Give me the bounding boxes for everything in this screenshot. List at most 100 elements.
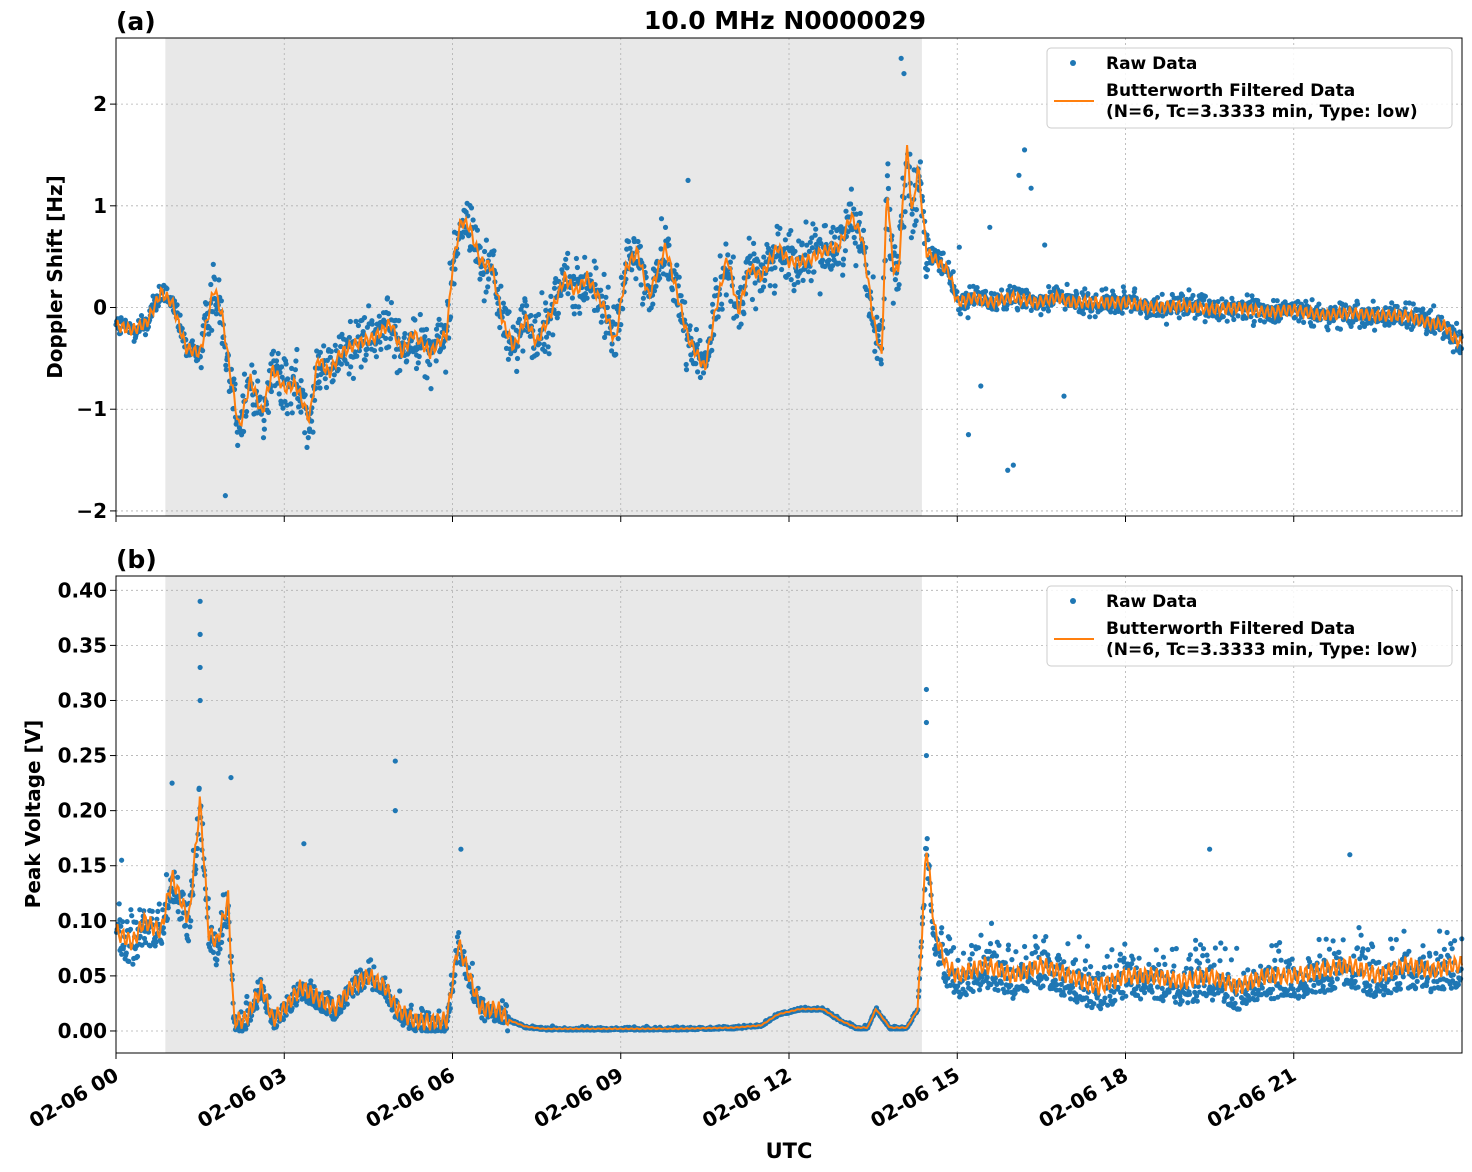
- raw-data-point: [298, 378, 304, 384]
- raw-data-point: [1202, 319, 1208, 325]
- raw-data-point: [1193, 937, 1199, 943]
- raw-data-point: [1154, 295, 1161, 301]
- raw-data-point: [369, 321, 375, 327]
- raw-data-point: [951, 945, 957, 951]
- raw-data-point: [694, 342, 701, 348]
- raw-data-point: [163, 872, 170, 878]
- raw-data-point: [1441, 946, 1447, 952]
- panel-b-label: (b): [116, 545, 157, 574]
- raw-data-point: [392, 808, 398, 814]
- raw-data-point: [270, 348, 277, 354]
- raw-data-point: [1400, 974, 1406, 980]
- raw-data-point: [728, 298, 734, 304]
- raw-data-point: [436, 1008, 442, 1014]
- raw-data-point: [767, 283, 773, 289]
- raw-data-point: [1277, 940, 1283, 946]
- raw-data-point: [433, 358, 439, 364]
- raw-data-point: [1105, 1002, 1111, 1008]
- raw-data-point: [231, 376, 237, 382]
- raw-data-point: [391, 354, 397, 360]
- raw-data-point: [451, 281, 457, 287]
- raw-data-point: [788, 228, 794, 234]
- panel-b-y-ticks: 0.000.050.100.150.200.250.300.350.40: [58, 578, 116, 1043]
- raw-data-point: [1329, 979, 1335, 985]
- raw-data-point: [1043, 934, 1049, 940]
- raw-data-point: [276, 391, 282, 397]
- raw-data-point: [1023, 955, 1029, 961]
- raw-data-point: [902, 209, 908, 215]
- raw-data-point: [534, 351, 540, 357]
- raw-data-point: [491, 248, 497, 254]
- raw-data-point: [574, 264, 581, 271]
- raw-data-point: [601, 271, 607, 277]
- raw-data-point: [196, 785, 202, 791]
- raw-data-point: [569, 295, 576, 301]
- raw-data-point: [975, 945, 982, 951]
- raw-data-point: [901, 224, 907, 230]
- raw-data-point: [206, 331, 212, 337]
- raw-data-point: [1061, 393, 1067, 399]
- raw-data-point: [268, 388, 274, 395]
- raw-data-point: [613, 351, 619, 357]
- raw-data-point: [120, 919, 126, 925]
- raw-data-point: [747, 260, 754, 266]
- panel-a-legend: Raw Data Butterworth Filtered Data (N=6,…: [1046, 47, 1453, 129]
- raw-data-point: [838, 224, 844, 230]
- raw-data-point: [515, 343, 521, 349]
- raw-data-point: [1207, 846, 1213, 852]
- raw-data-point: [1159, 291, 1165, 297]
- raw-data-point: [604, 304, 611, 311]
- raw-data-point: [1270, 986, 1276, 992]
- raw-data-point: [1295, 298, 1301, 305]
- raw-data-point: [347, 318, 353, 325]
- raw-data-point: [1005, 467, 1011, 473]
- raw-data-point: [734, 313, 740, 319]
- raw-data-point: [304, 444, 310, 450]
- raw-data-point: [223, 362, 229, 368]
- raw-data-point: [674, 262, 680, 268]
- raw-data-point: [775, 231, 781, 237]
- raw-data-point: [428, 386, 434, 392]
- raw-data-point: [506, 309, 512, 315]
- raw-data-point: [376, 313, 382, 319]
- raw-data-point: [1316, 936, 1322, 943]
- raw-data-point: [842, 248, 849, 254]
- raw-data-point: [387, 336, 394, 342]
- raw-data-point: [138, 313, 145, 319]
- raw-data-point: [539, 290, 545, 296]
- raw-data-point: [554, 315, 560, 321]
- raw-data-point: [1360, 946, 1366, 952]
- raw-data-point: [383, 335, 389, 341]
- raw-data-point: [1128, 308, 1134, 314]
- raw-data-point: [1320, 983, 1326, 989]
- raw-data-point: [1388, 990, 1394, 996]
- raw-data-point: [555, 310, 562, 316]
- raw-data-point: [977, 987, 983, 993]
- y-tick-label: 0.25: [58, 744, 107, 768]
- raw-data-point: [1257, 317, 1263, 323]
- raw-data-point: [1013, 949, 1019, 955]
- raw-data-point: [1450, 972, 1456, 978]
- raw-data-point: [1010, 462, 1016, 468]
- raw-data-point: [901, 70, 907, 77]
- raw-data-point: [609, 341, 615, 347]
- raw-data-point: [633, 276, 639, 282]
- raw-data-point: [1102, 995, 1108, 1001]
- raw-data-point: [470, 217, 476, 223]
- y-tick-label: 0.10: [58, 909, 107, 933]
- y-tick-label: 0.40: [58, 578, 107, 602]
- raw-data-point: [697, 337, 703, 344]
- raw-data-point: [216, 277, 222, 283]
- raw-data-point: [542, 348, 548, 354]
- raw-data-point: [332, 342, 338, 348]
- raw-data-point: [1107, 993, 1113, 999]
- raw-data-point: [188, 918, 194, 924]
- raw-data-point: [1296, 993, 1302, 999]
- raw-data-point: [328, 348, 334, 354]
- raw-data-point: [1454, 320, 1460, 326]
- raw-data-point: [1038, 312, 1044, 318]
- x-tick-label: 02-06 21: [1203, 1063, 1301, 1133]
- raw-data-point: [738, 321, 744, 327]
- raw-data-point: [603, 294, 609, 300]
- raw-data-point: [273, 358, 280, 364]
